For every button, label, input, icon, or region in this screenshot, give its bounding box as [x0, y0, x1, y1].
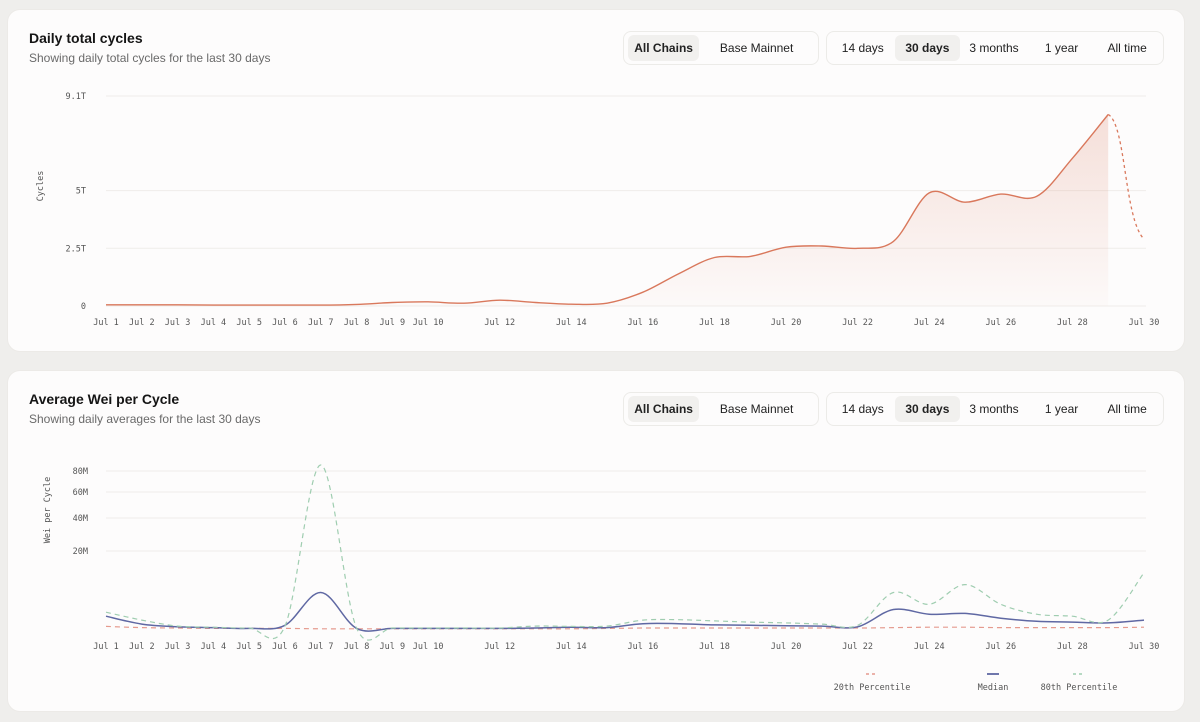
legend-item-80th-percentile: 80th Percentile	[1041, 683, 1118, 693]
x-tick-label: Jul 22	[842, 318, 873, 328]
range-option-1-year[interactable]: 1 year	[1044, 402, 1079, 416]
cycles-area-chart: 0 2.5T 5T 9.1T Cycles Jul 1 Jul 2 Jul 3 Jul 4 Jul…	[36, 92, 1160, 328]
x-tick-label: Jul 24	[914, 318, 945, 328]
x-tick-label: Jul 7	[308, 318, 334, 328]
x-tick-label: Jul 20	[771, 318, 802, 328]
x-tick-label: Jul 2	[129, 318, 155, 328]
x-tick-label: Jul 8	[344, 318, 370, 328]
range-option-14-days[interactable]: 14 days	[841, 41, 884, 55]
x-tick-label: Jul 5	[236, 642, 262, 652]
x-tick-label: Jul 5	[236, 318, 262, 328]
range-option-3-months[interactable]: 3 months	[969, 41, 1019, 55]
y-tick-label: 20M	[73, 547, 88, 557]
x-tick-label: Jul 2	[129, 642, 155, 652]
cycles-area-fill	[106, 114, 1109, 306]
time-range-selector: 14 days 30 days 3 months 1 year All time	[826, 31, 1164, 65]
range-option-30-days[interactable]: 30 days	[894, 396, 961, 422]
x-tick-label: Jul 7	[308, 642, 334, 652]
x-tick-label: Jul 12	[484, 318, 515, 328]
chain-option-all-chains[interactable]: All Chains	[628, 35, 700, 61]
x-tick-label: Jul 22	[842, 642, 873, 652]
chain-option-base-mainnet[interactable]: Base Mainnet	[719, 41, 794, 55]
range-option-all-time[interactable]: All time	[1107, 41, 1147, 55]
median-line	[105, 591, 1145, 632]
x-tick-label: Jul 26	[985, 642, 1016, 652]
x-tick-label: Jul 4	[201, 642, 227, 652]
x-tick-label: Jul 10	[413, 318, 444, 328]
percentile-80-line	[105, 464, 1145, 641]
y-axis-label: Wei per Cycle	[43, 477, 53, 544]
chart-title: Average Wei per Cycle	[29, 391, 180, 407]
range-option-1-year[interactable]: 1 year	[1044, 41, 1079, 55]
x-tick-label: Jul 14	[556, 318, 587, 328]
y-tick-label: 0	[81, 302, 86, 312]
y-tick-label: 9.1T	[66, 92, 86, 102]
x-tick-label: Jul 20	[771, 642, 802, 652]
x-tick-label: Jul 1	[93, 642, 119, 652]
y-axis-label: Cycles	[36, 171, 46, 202]
chain-option-all-chains[interactable]: All Chains	[628, 396, 700, 422]
x-tick-label: Jul 28	[1057, 642, 1088, 652]
x-tick-label: Jul 9	[380, 318, 406, 328]
legend-item-20th-percentile: 20th Percentile	[834, 683, 911, 693]
x-tick-label: Jul 12	[484, 642, 515, 652]
wei-per-cycle-line-chart: 20M 40M 60M 80M Wei per Cycle Jul 1 Jul 2 Jul 3…	[43, 464, 1160, 693]
range-option-all-time[interactable]: All time	[1107, 402, 1147, 416]
x-tick-label: Jul 3	[165, 642, 191, 652]
time-range-selector: 14 days 30 days 3 months 1 year All time	[826, 392, 1164, 426]
chain-selector: All Chains Base Mainnet	[623, 392, 819, 426]
y-tick-label: 80M	[73, 467, 88, 477]
x-tick-label: Jul 30	[1129, 318, 1160, 328]
x-tick-label: Jul 26	[985, 318, 1016, 328]
x-tick-label: Jul 30	[1129, 642, 1160, 652]
range-option-3-months[interactable]: 3 months	[969, 402, 1019, 416]
y-tick-label: 2.5T	[66, 244, 86, 254]
x-tick-label: Jul 14	[556, 642, 587, 652]
x-tick-label: Jul 16	[628, 318, 659, 328]
x-tick-label: Jul 1	[93, 318, 119, 328]
x-tick-label: Jul 16	[628, 642, 659, 652]
y-tick-label: 60M	[73, 488, 88, 498]
chain-option-base-mainnet[interactable]: Base Mainnet	[719, 402, 794, 416]
y-tick-label: 40M	[73, 514, 88, 524]
legend-item-median: Median	[978, 683, 1009, 693]
y-tick-label: 5T	[76, 187, 86, 197]
cycles-projected-line	[1107, 113, 1145, 240]
x-tick-label: Jul 3	[165, 318, 191, 328]
x-tick-label: Jul 6	[272, 642, 298, 652]
x-tick-label: Jul 4	[201, 318, 227, 328]
x-tick-label: Jul 8	[344, 642, 370, 652]
x-tick-label: Jul 6	[272, 318, 298, 328]
x-tick-label: Jul 18	[699, 642, 730, 652]
cycles-series-line	[105, 114, 1109, 306]
chain-selector: All Chains Base Mainnet	[623, 31, 819, 65]
x-tick-label: Jul 28	[1057, 318, 1088, 328]
range-option-30-days[interactable]: 30 days	[894, 35, 961, 61]
x-tick-label: Jul 18	[699, 318, 730, 328]
x-tick-label: Jul 10	[413, 642, 444, 652]
average-wei-per-cycle-card: Average Wei per Cycle Showing daily aver…	[8, 371, 1184, 711]
chart-title: Daily total cycles	[29, 30, 143, 46]
daily-total-cycles-card: Daily total cycles Showing daily total c…	[8, 10, 1184, 351]
range-option-14-days[interactable]: 14 days	[841, 402, 884, 416]
chart-subtitle: Showing daily averages for the last 30 d…	[29, 412, 261, 426]
chart-subtitle: Showing daily total cycles for the last …	[29, 51, 271, 65]
x-tick-label: Jul 24	[914, 642, 945, 652]
x-tick-label: Jul 9	[380, 642, 406, 652]
